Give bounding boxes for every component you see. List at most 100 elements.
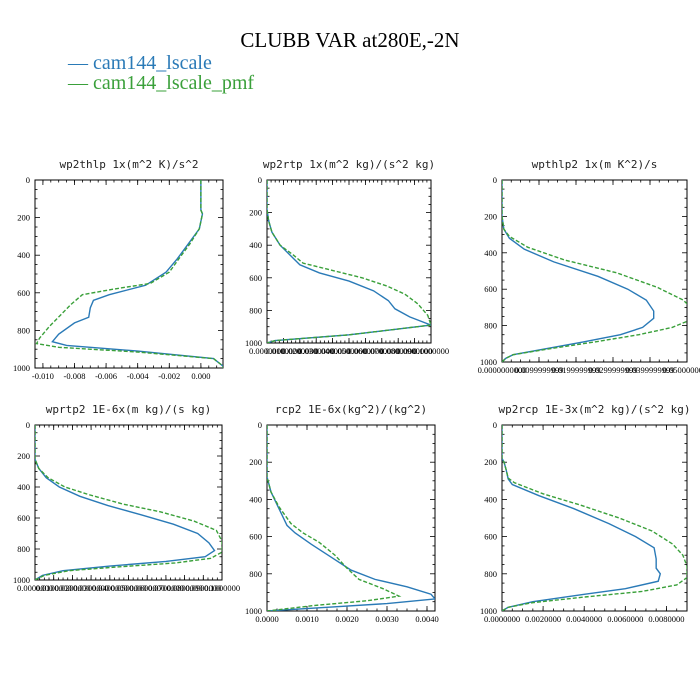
x-tick-label: -0.010 [32,371,54,381]
x-tick-label: 0.0099999999 [515,365,564,375]
x-tick-label: -0.002 [158,371,180,381]
x-tick-label: 0.0700000 [364,346,400,356]
y-tick-label: 0 [26,420,30,430]
x-tick-label: 0.000 [191,371,210,381]
series-line-lscale [502,180,655,362]
x-tick-label: 0.0600000 [347,346,383,356]
legend-label-lscale-pmf: cam144_lscale_pmf [93,72,255,94]
x-tick-label: 0.0800000 [167,583,203,593]
x-tick-label: 0.0600000 [129,583,165,593]
y-tick-label: 1000 [13,363,30,373]
x-tick-label: 0.0040 [415,614,438,624]
legend-line-lscale-pmf: — [68,72,88,94]
y-tick-label: 800 [484,569,497,579]
x-tick-label: 0.0200000 [54,583,90,593]
legend-item-lscale-pmf: — cam144_lscale_pmf [68,72,254,95]
series-line-lscale [51,180,223,368]
x-tick-label: 0.0000000 [249,346,285,356]
series-line-lscale [267,425,435,611]
y-tick-label: 600 [249,273,262,283]
x-tick-label: 0.0500000 [110,583,146,593]
series-line-lscale-pmf [35,180,223,368]
series-line-lscale [267,180,431,343]
series-line-lscale-pmf [502,180,687,362]
y-tick-label: 200 [249,457,262,467]
series-line-lscale [502,425,662,611]
x-tick-label: 0.0700000 [148,583,184,593]
y-tick-label: 0 [493,175,497,185]
x-tick-label: 0.0400000 [92,583,128,593]
y-tick-label: 0 [258,175,262,185]
y-tick-label: 800 [249,305,262,315]
x-tick-label: 0.0020 [335,614,358,624]
panel-4: wprtp2 1E-6x(m kg)/(s kg) 0 200 400 600 800 10… [13,403,240,593]
y-tick-label: 400 [17,482,30,492]
figure-title: CLUBB VAR at280E,-2N [240,28,460,52]
x-tick-label: 0.0200000 [282,346,318,356]
x-tick-label: 0.0399999999 [626,365,675,375]
x-tick-label: 0.0000 [255,614,278,624]
series-line-lscale-pmf [267,180,431,343]
x-tick-label: 0.0100000 [265,346,301,356]
x-tick-label: 0.0100000 [36,583,72,593]
series-line-lscale [35,425,216,580]
y-tick-label: 600 [484,284,497,294]
x-tick-label: 0.1000000 [413,346,449,356]
series-line-lscale-pmf [35,425,222,580]
plot-frame [34,179,224,369]
x-tick-label: 0.0900000 [185,583,221,593]
panel-2: wp2rtp 1x(m^2 kg)/(s^2 kg)0 200 400 600 800 1… [245,158,449,356]
panel-title: rcp2 1E-6x(kg^2)/(kg^2) [275,403,427,416]
panel-title: wprtp2 1E-6x(m kg)/(s kg) [46,403,212,416]
y-tick-label: 0 [258,420,262,430]
plot-frame [501,179,688,363]
panel-5: rcp2 1E-6x(kg^2)/(kg^2) 0 200 400 600 800 1000… [245,403,439,624]
y-tick-label: 400 [484,494,497,504]
x-tick-label: 0.0199999999 [552,365,601,375]
x-tick-label: 0.0060000 [607,614,643,624]
x-tick-label: 0.0500000000 [663,365,700,375]
x-tick-label: 0.0080000 [648,614,684,624]
y-tick-label: 400 [249,494,262,504]
series-line-lscale-pmf [502,425,687,611]
x-tick-label: -0.008 [64,371,86,381]
y-tick-label: 0 [493,420,497,430]
panel-title: wp2rtp 1x(m^2 kg)/(s^2 kg) [263,158,435,171]
panel-6: wp2rcp 1E-3x(m^2 kg)/(s^2 kg)0 200 400 600 8… [480,403,691,624]
panel-1: wp2thlp 1x(m^2 K)/s^202004006008001000-0… [13,158,224,381]
plot-frame [34,424,223,581]
y-tick-label: 400 [484,248,497,258]
x-tick-label: 0.0500000 [331,346,367,356]
x-tick-label: 0.0800000 [380,346,416,356]
y-tick-label: 1000 [245,338,262,348]
y-tick-label: 1000 [13,575,30,585]
y-tick-label: 400 [17,250,30,260]
x-tick-label: 0.0000000 [484,614,520,624]
y-tick-label: 400 [249,240,262,250]
panel-title: wpthlp2 1x(m K^2)/s [532,158,658,171]
y-tick-label: 600 [484,532,497,542]
x-tick-label: 0.0000000000 [478,365,527,375]
y-tick-label: 600 [17,288,30,298]
y-tick-label: 1000 [480,606,497,616]
x-tick-label: 0.0400000 [315,346,351,356]
series-line-lscale-pmf [267,425,402,611]
x-tick-label: 0.0040000 [566,614,602,624]
y-tick-label: 800 [249,569,262,579]
plot-frame [266,179,432,344]
y-tick-label: 1000 [245,606,262,616]
legend-item-lscale: — cam144_lscale [68,52,212,75]
x-tick-label: 0.0030 [375,614,398,624]
y-tick-label: 800 [17,544,30,554]
y-tick-label: 200 [484,211,497,221]
y-tick-label: 0 [26,175,30,185]
x-tick-label: 0.0000000 [17,583,53,593]
legend-line-lscale: — [68,52,88,74]
x-tick-label: 0.0900000 [397,346,433,356]
panel-title: wp2rcp 1E-3x(m^2 kg)/(s^2 kg) [498,403,690,416]
plot-frame [266,424,436,612]
x-tick-label: 0.0020000 [525,614,561,624]
y-tick-label: 800 [17,325,30,335]
x-tick-label: 0.0010 [295,614,318,624]
